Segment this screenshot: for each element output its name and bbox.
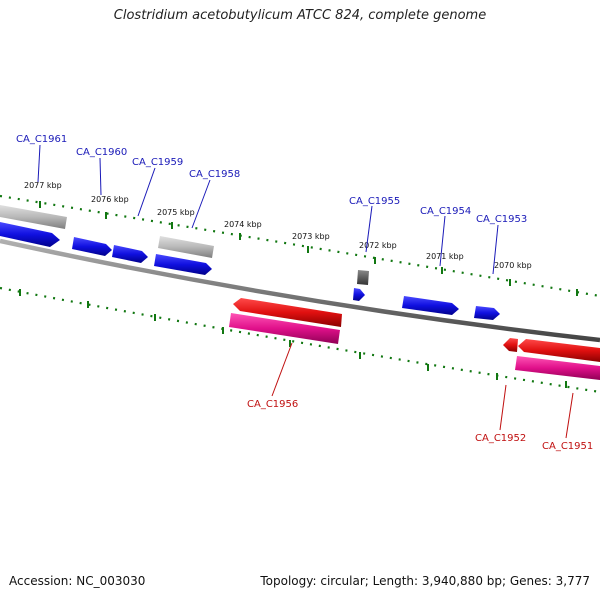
leader-ca-c1960 <box>99 157 102 196</box>
leader-ca-c1955 <box>365 205 373 253</box>
gene-feature-ca-c1951[interactable] <box>518 339 600 362</box>
gene-label-ca-c1953[interactable]: CA_C1953 <box>476 214 527 225</box>
reverse-scale-track <box>0 286 600 394</box>
gene-label-ca-c1954[interactable]: CA_C1954 <box>420 206 471 217</box>
forward-gene-labels: CA_C1961 CA_C1960 CA_C1959 CA_C1958 CA_C… <box>16 134 527 225</box>
gene-feature-ca-c1955[interactable] <box>353 288 365 301</box>
gene-label-ca-c1952[interactable]: CA_C1952 <box>475 433 526 444</box>
rna-feature-ca-c1951[interactable] <box>515 356 600 380</box>
gene-label-ca-c1951[interactable]: CA_C1951 <box>542 441 593 452</box>
accession-label: Accession: NC_003030 <box>9 574 146 588</box>
gene-feature-ca-c1954[interactable] <box>402 296 459 315</box>
reverse-scale-ticks <box>19 289 567 388</box>
gene-label-ca-c1959[interactable]: CA_C1959 <box>132 157 183 168</box>
gene-label-ca-c1958[interactable]: CA_C1958 <box>189 169 240 180</box>
leader-ca-c1954 <box>439 215 446 267</box>
reverse-label-leaders <box>271 342 574 439</box>
tick-label-2070: 2070 kbp <box>494 261 532 270</box>
map-title: Clostridium acetobutylicum ATCC 824, com… <box>113 8 487 23</box>
scale-tick-labels: 2077 kbp 2076 kbp 2075 kbp 2074 kbp 2073… <box>24 181 532 270</box>
gene-label-ca-c1960[interactable]: CA_C1960 <box>76 147 127 158</box>
topology-label: Topology: circular; Length: 3,940,880 bp… <box>260 574 590 588</box>
leader-ca-c1951 <box>565 392 574 439</box>
gene-feature-ca-c1953[interactable] <box>474 306 500 320</box>
forward-scale-track <box>0 194 600 298</box>
leader-ca-c1961 <box>37 144 41 183</box>
forward-label-leaders <box>37 144 499 275</box>
leader-ca-c1959 <box>137 167 156 217</box>
tick-label-2075: 2075 kbp <box>157 208 195 217</box>
tick-label-2073: 2073 kbp <box>292 232 330 241</box>
gene-feature-ca-c1960[interactable] <box>72 237 112 256</box>
tick-label-2077: 2077 kbp <box>24 181 62 190</box>
gene-feature-ca-c1958[interactable] <box>154 254 212 275</box>
gene-feature-ca-c1961[interactable] <box>0 222 60 247</box>
gene-label-ca-c1956[interactable]: CA_C1956 <box>247 399 298 410</box>
gene-feature-ca-c1956[interactable] <box>233 298 342 327</box>
leader-ca-c1952 <box>499 384 507 431</box>
tick-label-2072: 2072 kbp <box>359 241 397 250</box>
leader-ca-c1953 <box>492 224 499 275</box>
gene-label-ca-c1961[interactable]: CA_C1961 <box>16 134 67 145</box>
feature-dark-small[interactable] <box>357 270 369 285</box>
forward-strand-features <box>0 205 500 320</box>
tick-label-2076: 2076 kbp <box>91 195 129 204</box>
genome-backbone <box>0 238 600 343</box>
gene-feature-ca-c1959[interactable] <box>112 245 148 263</box>
tick-label-2071: 2071 kbp <box>426 252 464 261</box>
reverse-gene-labels: CA_C1956 CA_C1952 CA_C1951 <box>247 399 593 452</box>
leader-ca-c1956 <box>271 342 293 397</box>
leader-ca-c1958 <box>191 179 211 229</box>
pseudo-gene-feature[interactable] <box>158 236 214 258</box>
gene-feature-ca-c1952[interactable] <box>503 338 518 352</box>
tick-label-2074: 2074 kbp <box>224 220 262 229</box>
reverse-strand-features <box>229 298 600 380</box>
forward-scale-ticks <box>39 201 578 296</box>
gene-label-ca-c1955[interactable]: CA_C1955 <box>349 196 400 207</box>
rna-feature-ca-c1956[interactable] <box>229 313 340 344</box>
pseudo-gene-feature[interactable] <box>0 205 67 229</box>
